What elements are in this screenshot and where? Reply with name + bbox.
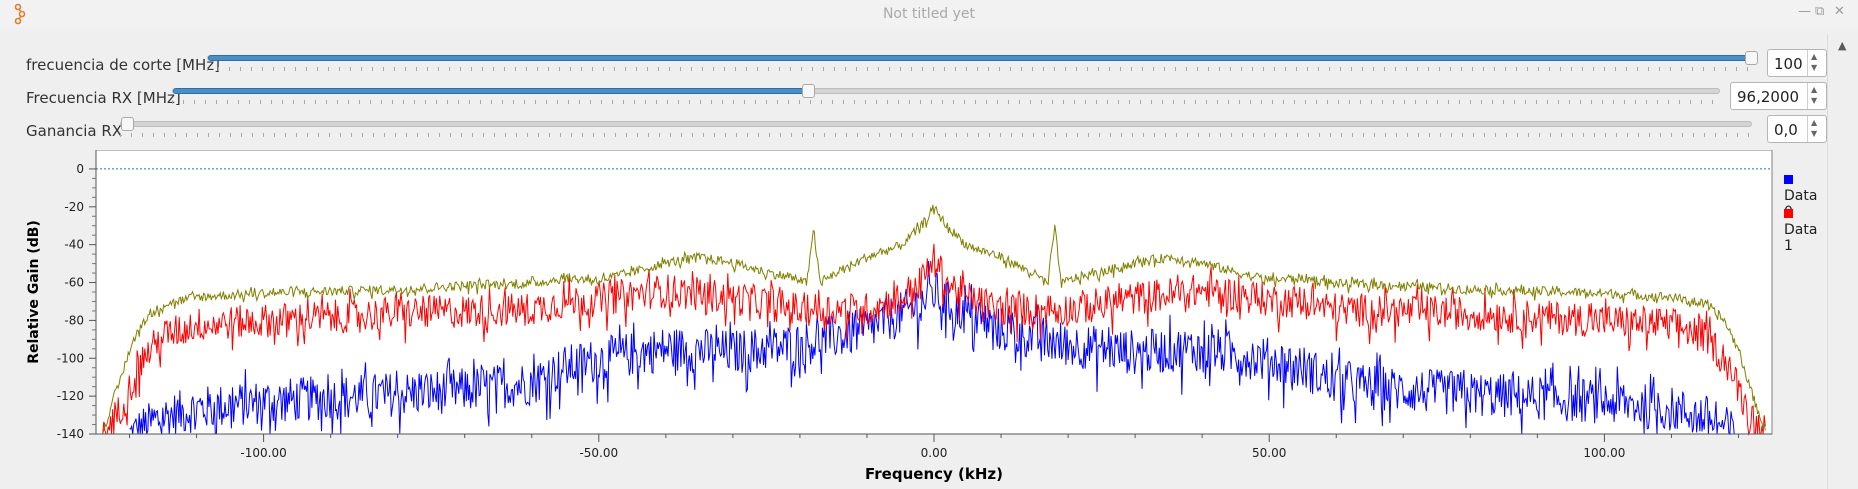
- spinbox-value[interactable]: 96,2000: [1737, 88, 1800, 106]
- slider-fill: [173, 88, 809, 94]
- spinbox-value[interactable]: 100: [1774, 55, 1803, 73]
- rx-frequency-row: Frecuencia RX [MHz] 96,2000 ▲ ▼: [0, 82, 1827, 112]
- scroll-up-icon[interactable]: ▲: [1838, 39, 1847, 52]
- y-tick-label: -140: [57, 427, 84, 441]
- slider-handle[interactable]: [802, 84, 815, 98]
- x-tick-label: 100.00: [1583, 446, 1625, 460]
- spinbox-buttons[interactable]: ▲ ▼: [1807, 116, 1826, 142]
- y-tick-label: -20: [64, 200, 84, 214]
- cutoff-frequency-row: frecuencia de corte [MHz] 100 ▲ ▼: [0, 49, 1827, 79]
- series-line-0: [129, 260, 1739, 436]
- spin-down-icon[interactable]: ▼: [1811, 96, 1818, 105]
- slider-ticks: [120, 133, 1752, 137]
- rx-frequency-label: Frecuencia RX [MHz]: [26, 89, 181, 107]
- minimize-icon[interactable]: —: [1798, 4, 1811, 19]
- x-axis: -100.00 -50.00 0.00 50.00 100.00: [96, 433, 1772, 460]
- series-line-1: [102, 243, 1766, 436]
- cutoff-frequency-slider[interactable]: [207, 51, 1758, 65]
- window-title: Not titled yet: [882, 6, 976, 22]
- legend-label: Data 1: [1784, 222, 1818, 254]
- slider-ticks: [207, 67, 1757, 71]
- series-line-2: [102, 204, 1766, 435]
- x-axis-label: Frequency (kHz): [865, 465, 1003, 483]
- spin-down-icon[interactable]: ▼: [1811, 63, 1818, 72]
- legend-item[interactable]: Data 1: [1784, 206, 1824, 254]
- x-tick-label: 0.00: [921, 446, 948, 460]
- y-axis-label: Relative Gain (dB): [26, 220, 42, 364]
- rx-frequency-spinbox[interactable]: 96,2000 ▲ ▼: [1730, 82, 1827, 110]
- x-tick-label: 50.00: [1252, 446, 1286, 460]
- rx-gain-label: Ganancia RX: [26, 122, 123, 140]
- spinbox-buttons[interactable]: ▲ ▼: [1807, 83, 1826, 109]
- spinbox-buttons[interactable]: ▲ ▼: [1807, 50, 1826, 76]
- vertical-scrollbar[interactable]: ▲: [1827, 34, 1858, 489]
- slider-ticks: [172, 100, 1720, 104]
- rx-gain-spinbox[interactable]: 0,0 ▲ ▼: [1767, 115, 1827, 143]
- close-icon[interactable]: ✕: [1834, 4, 1845, 19]
- y-axis: 0 -20 -40 -60 -80 -100 -120 -140: [57, 150, 97, 441]
- legend-swatch: [1784, 175, 1793, 184]
- y-tick-label: -60: [64, 276, 84, 290]
- spin-up-icon[interactable]: ▲: [1811, 52, 1818, 61]
- spin-up-icon[interactable]: ▲: [1811, 118, 1818, 127]
- y-tick-label: 0: [76, 162, 84, 176]
- legend-swatch: [1784, 209, 1793, 218]
- cutoff-frequency-label: frecuencia de corte [MHz]: [26, 56, 220, 74]
- frequency-plot[interactable]: 0 -20 -40 -60 -80 -100 -120 -140 -100.00 -50.00 0…: [24, 150, 1824, 489]
- rx-gain-slider[interactable]: [120, 117, 1752, 131]
- rx-gain-row: Ganancia RX 0,0 ▲ ▼: [0, 115, 1827, 145]
- x-tick-label: -50.00: [579, 446, 618, 460]
- x-tick-label: -100.00: [240, 446, 286, 460]
- frequency-plot-canvas[interactable]: 0 -20 -40 -60 -80 -100 -120 -140 -100.00 -50.00 0…: [24, 150, 1824, 489]
- spin-up-icon[interactable]: ▲: [1811, 85, 1818, 94]
- series-layer: [102, 204, 1766, 436]
- spinbox-value[interactable]: 0,0: [1774, 121, 1798, 139]
- y-tick-label: -120: [57, 389, 84, 403]
- restore-icon[interactable]: ⧉: [1815, 4, 1825, 19]
- y-tick-label: -100: [57, 351, 84, 365]
- slider-handle[interactable]: [1745, 51, 1758, 65]
- spin-down-icon[interactable]: ▼: [1811, 129, 1818, 138]
- title-bar: Not titled yet — ⧉ ✕: [0, 0, 1858, 28]
- slider-handle[interactable]: [121, 117, 134, 131]
- rx-frequency-slider[interactable]: [172, 84, 1720, 98]
- gnuradio-app-icon: [14, 3, 26, 25]
- slider-fill: [208, 55, 1758, 61]
- y-tick-label: -80: [64, 313, 84, 327]
- cutoff-frequency-spinbox[interactable]: 100 ▲ ▼: [1767, 49, 1827, 77]
- y-tick-label: -40: [64, 238, 84, 252]
